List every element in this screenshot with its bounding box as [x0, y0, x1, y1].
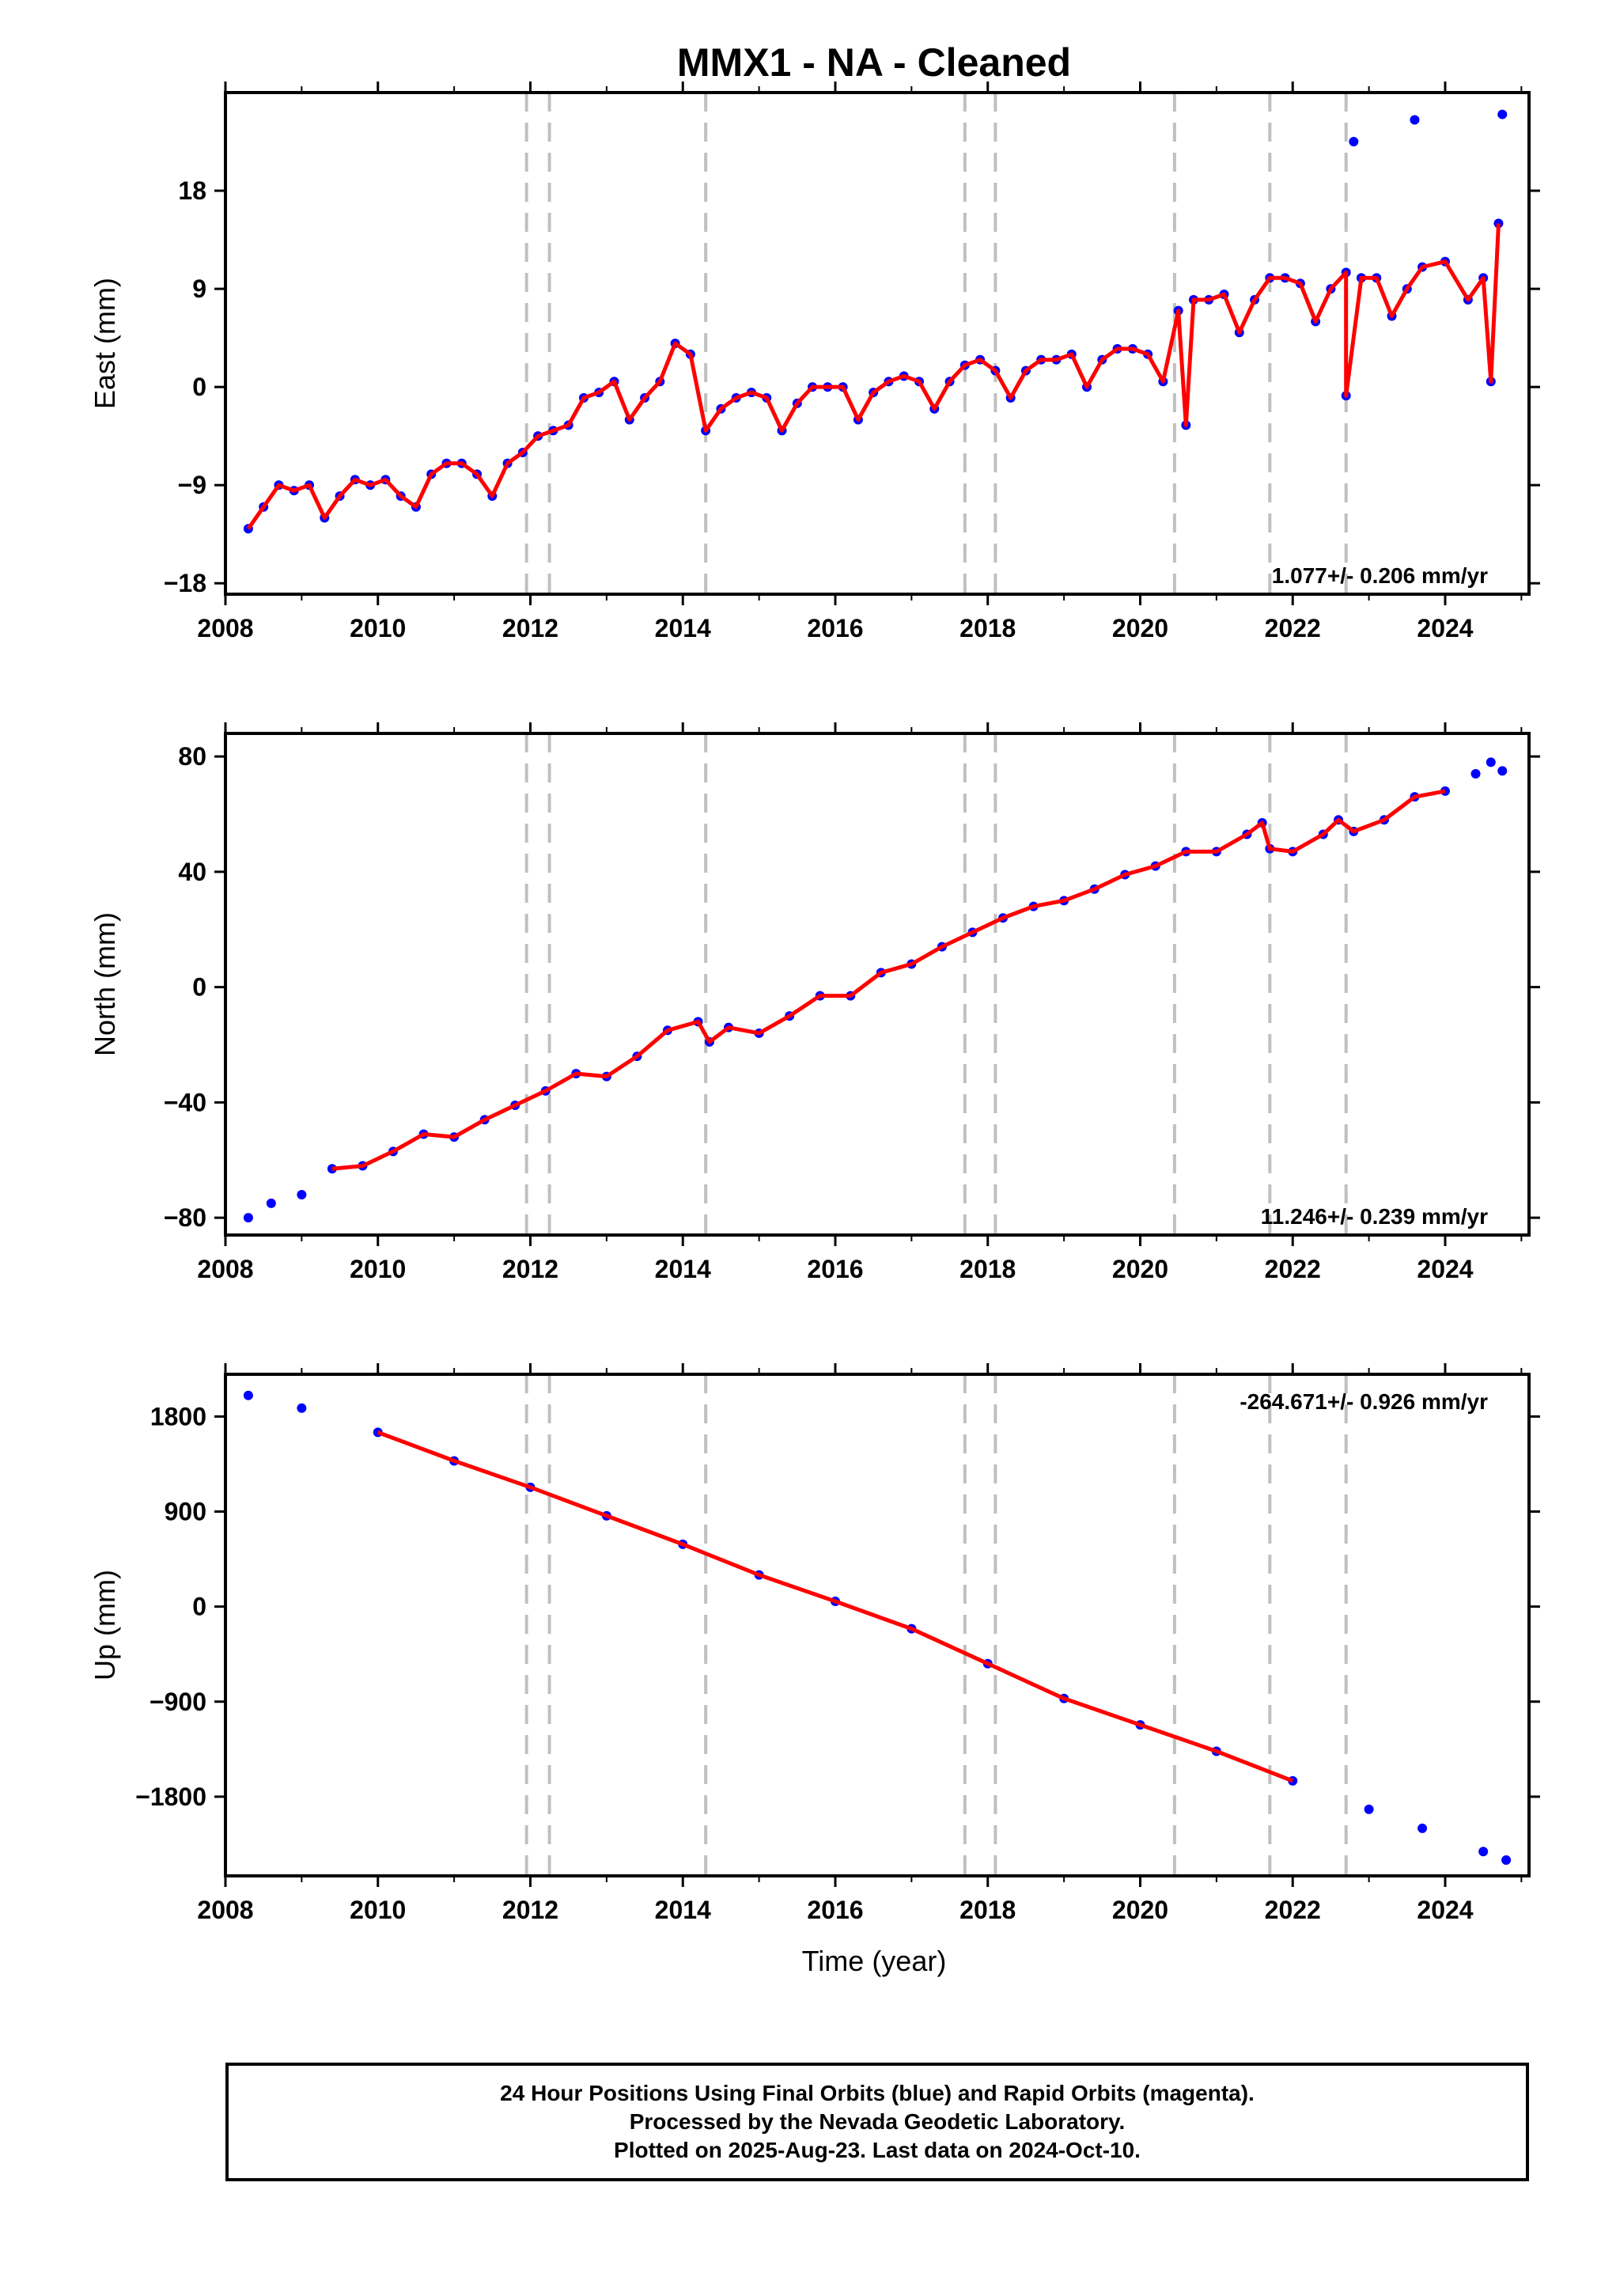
y-tick-label: −40	[164, 1088, 206, 1116]
y-tick-label: −18	[164, 569, 206, 597]
y-axis-title: North (mm)	[89, 912, 121, 1056]
data-point	[1497, 766, 1508, 776]
x-tick-label: 2024	[1417, 1255, 1473, 1283]
x-tick-label: 2008	[197, 1896, 253, 1924]
y-axis-title: East (mm)	[89, 278, 121, 409]
y-tick-label: 40	[178, 858, 206, 886]
x-tick-label: 2016	[807, 614, 863, 642]
y-axis-title: Up (mm)	[89, 1570, 121, 1680]
footer-line-1: 24 Hour Positions Using Final Orbits (bl…	[500, 2081, 1255, 2105]
y-tick-label: −1800	[135, 1783, 206, 1811]
x-tick-label: 2020	[1112, 614, 1168, 642]
footer-line-3: Plotted on 2025-Aug-23. Last data on 202…	[614, 2138, 1141, 2162]
data-point	[1501, 1855, 1512, 1865]
data-point	[297, 1189, 307, 1199]
panels: 2008 2010 2012 2014 2016 2018 2020 2022 2024 −18 −…	[89, 81, 1540, 1924]
y-tick-label: 900	[165, 1498, 206, 1526]
x-tick-label: 2024	[1417, 1896, 1473, 1924]
fit-line	[246, 223, 1501, 530]
x-tick-label: 2008	[197, 1255, 253, 1283]
panel-east: 2008 2010 2012 2014 2016 2018 2020 2022 2024 −18 −…	[89, 81, 1540, 642]
x-axis-title: Time (year)	[802, 1945, 947, 1977]
y-tick-label: −9	[178, 471, 206, 499]
rate-label: -264.671+/- 0.926 mm/yr	[1240, 1389, 1488, 1414]
x-tick-label: 2012	[502, 1255, 558, 1283]
y-tick-label: 0	[192, 973, 206, 1002]
x-tick-label: 2014	[655, 614, 711, 642]
x-tick-label: 2024	[1417, 614, 1473, 642]
x-tick-label: 2020	[1112, 1896, 1168, 1924]
x-tick-label: 2012	[502, 614, 558, 642]
panel-north: 2008 2010 2012 2014 2016 2018 2020 2022 2024 −80 −…	[89, 722, 1540, 1283]
x-tick-label: 2020	[1112, 1255, 1168, 1283]
panel-frame	[224, 1373, 1531, 1877]
x-tick-label: 2018	[959, 1255, 1016, 1283]
panel-up: 2008 2010 2012 2014 2016 2018 2020 2022 2024 −180…	[89, 1363, 1540, 1924]
y-tick-label: 9	[192, 275, 206, 303]
x-tick-label: 2016	[807, 1896, 863, 1924]
data-point	[243, 1390, 253, 1400]
rate-label: 11.246+/- 0.239 mm/yr	[1261, 1204, 1488, 1229]
panel-frame	[224, 91, 1531, 596]
data-point	[1417, 1823, 1428, 1833]
data-point	[1410, 115, 1420, 125]
data-point	[1364, 1804, 1374, 1814]
y-tick-label: −900	[150, 1688, 206, 1716]
panel-frame	[224, 732, 1531, 1237]
y-tick-label: 1800	[150, 1402, 206, 1430]
y-tick-label: −80	[164, 1203, 206, 1232]
data-point	[1478, 1847, 1489, 1857]
data-point	[1486, 757, 1496, 767]
rate-label: 1.077+/- 0.206 mm/yr	[1272, 563, 1488, 588]
chart-title: MMX1 - NA - Cleaned	[677, 40, 1071, 85]
x-tick-label: 2018	[959, 614, 1016, 642]
y-tick-label: 0	[192, 373, 206, 401]
y-tick-label: 18	[178, 176, 206, 205]
x-tick-label: 2022	[1265, 1255, 1321, 1283]
data-point	[1497, 109, 1508, 119]
x-tick-label: 2018	[959, 1896, 1016, 1924]
y-tick-label: 0	[192, 1593, 206, 1621]
y-tick-label: 80	[178, 742, 206, 771]
data-point	[297, 1403, 307, 1413]
x-tick-label: 2010	[350, 614, 406, 642]
x-tick-label: 2010	[350, 1896, 406, 1924]
data-point	[1470, 769, 1481, 779]
footer-line-2: Processed by the Nevada Geodetic Laborat…	[629, 2109, 1126, 2134]
x-tick-label: 2016	[807, 1255, 863, 1283]
x-tick-label: 2014	[655, 1896, 711, 1924]
fit-line	[331, 789, 1446, 1171]
data-point	[243, 1213, 253, 1223]
data-point	[1493, 218, 1504, 229]
fit-line	[377, 1430, 1294, 1783]
x-tick-label: 2022	[1265, 1896, 1321, 1924]
data-point	[1349, 137, 1359, 147]
data-point	[266, 1198, 276, 1208]
x-tick-label: 2014	[655, 1255, 711, 1283]
footer-box: 24 Hour Positions Using Final Orbits (bl…	[225, 2063, 1529, 2181]
x-tick-label: 2008	[197, 614, 253, 642]
x-tick-label: 2012	[502, 1896, 558, 1924]
x-tick-label: 2010	[350, 1255, 406, 1283]
x-tick-label: 2022	[1265, 614, 1321, 642]
